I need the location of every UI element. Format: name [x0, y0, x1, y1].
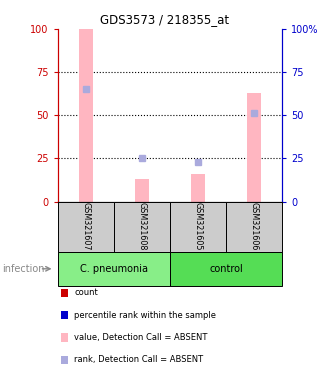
- Bar: [135, 179, 149, 202]
- Text: GSM321608: GSM321608: [137, 202, 147, 251]
- Text: GSM321606: GSM321606: [249, 202, 259, 251]
- Bar: [191, 174, 205, 202]
- Text: value, Detection Call = ABSENT: value, Detection Call = ABSENT: [74, 333, 208, 342]
- Text: count: count: [74, 288, 98, 298]
- Text: control: control: [209, 264, 243, 274]
- Text: infection: infection: [2, 264, 44, 274]
- Text: GSM321605: GSM321605: [193, 202, 203, 251]
- Bar: [247, 93, 261, 202]
- Text: rank, Detection Call = ABSENT: rank, Detection Call = ABSENT: [74, 355, 203, 364]
- Bar: [79, 29, 93, 202]
- Text: GDS3573 / 218355_at: GDS3573 / 218355_at: [100, 13, 230, 26]
- Text: C. pneumonia: C. pneumonia: [80, 264, 148, 274]
- Text: percentile rank within the sample: percentile rank within the sample: [74, 311, 216, 320]
- Text: GSM321607: GSM321607: [81, 202, 90, 251]
